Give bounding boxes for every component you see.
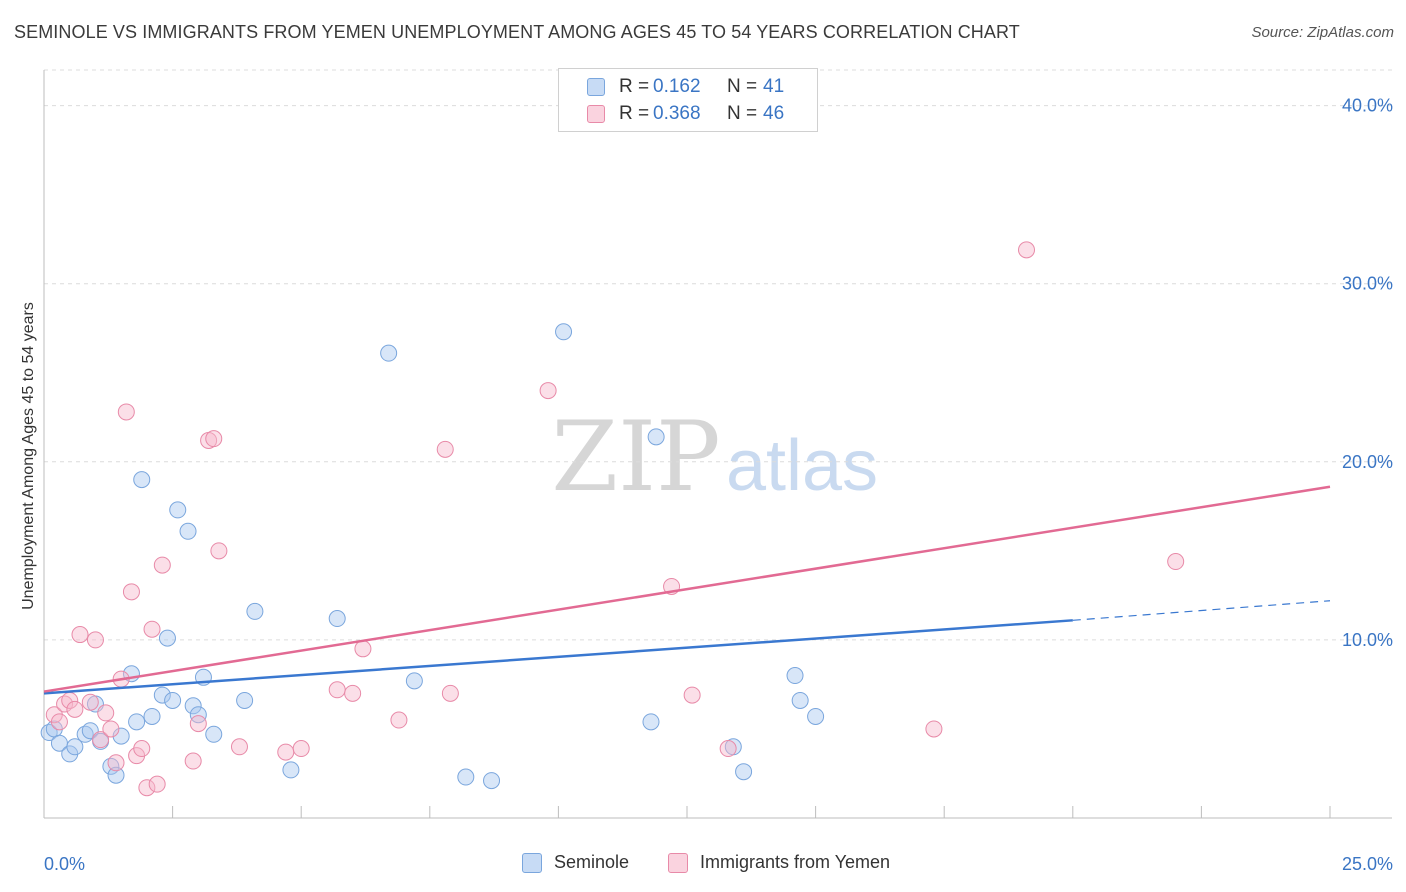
seminole-point bbox=[169, 501, 187, 519]
yemen-point bbox=[539, 382, 557, 400]
yemen-point bbox=[328, 681, 346, 699]
yemen-point bbox=[189, 715, 207, 733]
seminole-point bbox=[184, 697, 202, 715]
yemen-point bbox=[184, 752, 202, 770]
seminole-legend-swatch bbox=[522, 852, 542, 873]
yemen-swatch bbox=[587, 105, 605, 123]
x-tick-label: 25.0% bbox=[1342, 854, 1393, 874]
y-tick-label: 10.0% bbox=[1342, 630, 1393, 650]
seminole-n-value: 41 bbox=[763, 76, 785, 97]
x-tick-label: 0.0% bbox=[44, 854, 85, 874]
seminole-point bbox=[246, 602, 264, 620]
seminole-point bbox=[457, 768, 475, 786]
yemen-point bbox=[86, 631, 104, 649]
yemen-point bbox=[354, 640, 372, 658]
yemen-point bbox=[138, 779, 156, 797]
yemen-point bbox=[97, 704, 115, 722]
watermark-zip: ZIP bbox=[551, 401, 720, 513]
seminole-r-value: 0.162 bbox=[653, 76, 701, 97]
yemen-point bbox=[143, 620, 161, 638]
seminole-point bbox=[143, 707, 161, 725]
yemen-point bbox=[292, 740, 310, 758]
yemen-point bbox=[230, 738, 248, 756]
seminole-point bbox=[786, 667, 804, 685]
seminole-trend-line bbox=[43, 619, 1073, 695]
seminole-legend-label: Seminole bbox=[554, 852, 630, 872]
yemen-point bbox=[205, 430, 223, 448]
bottom-legend-seminole: Seminole bbox=[522, 852, 629, 873]
seminole-point bbox=[179, 522, 197, 540]
yemen-n-value: 46 bbox=[763, 103, 785, 124]
watermark-atlas: atlas bbox=[726, 426, 878, 506]
chart-title: SEMINOLE VS IMMIGRANTS FROM YEMEN UNEMPL… bbox=[14, 22, 1020, 42]
seminole-point bbox=[189, 706, 207, 724]
y-tick-label: 40.0% bbox=[1342, 96, 1393, 116]
yemen-point bbox=[133, 740, 151, 758]
yemen-point bbox=[210, 542, 228, 560]
yemen-point bbox=[148, 775, 166, 793]
yemen-point bbox=[66, 700, 84, 718]
yemen-point bbox=[719, 740, 737, 758]
y-tick-label: 20.0% bbox=[1342, 452, 1393, 472]
yemen-point bbox=[117, 403, 135, 421]
yemen-point bbox=[92, 731, 110, 749]
seminole-point bbox=[380, 344, 398, 362]
yemen-point bbox=[71, 626, 89, 644]
yemen-point bbox=[153, 556, 171, 574]
seminole-point bbox=[735, 763, 753, 781]
yemen-trend-line bbox=[43, 485, 1331, 693]
seminole-point bbox=[66, 738, 84, 756]
yemen-point bbox=[81, 693, 99, 711]
yemen-point bbox=[102, 720, 120, 738]
seminole-point bbox=[153, 686, 171, 704]
yemen-point bbox=[277, 743, 295, 761]
yemen-point bbox=[50, 713, 68, 731]
seminole-point bbox=[205, 725, 223, 743]
yemen-legend-label: Immigrants from Yemen bbox=[700, 852, 891, 872]
yemen-point bbox=[925, 720, 943, 738]
yemen-point bbox=[107, 754, 125, 772]
yemen-point bbox=[344, 684, 362, 702]
yemen-point bbox=[122, 583, 140, 601]
seminole-point bbox=[642, 713, 660, 731]
yemen-point bbox=[390, 711, 408, 729]
seminole-point bbox=[112, 727, 130, 745]
seminole-point bbox=[555, 323, 573, 341]
seminole-point bbox=[483, 772, 501, 790]
yemen-legend-swatch bbox=[668, 852, 688, 873]
seminole-point bbox=[328, 610, 346, 628]
seminole-swatch bbox=[587, 78, 605, 96]
seminole-point bbox=[791, 691, 809, 709]
seminole-point bbox=[107, 766, 125, 784]
yemen-point bbox=[683, 686, 701, 704]
r-label: R = bbox=[619, 76, 650, 97]
n-label: N = bbox=[727, 76, 758, 97]
seminole-point bbox=[128, 713, 146, 731]
seminole-point bbox=[807, 707, 825, 725]
yemen-point bbox=[1167, 553, 1185, 571]
yemen-r-value: 0.368 bbox=[653, 103, 701, 124]
y-tick-label: 30.0% bbox=[1342, 274, 1393, 294]
r-label: R = bbox=[619, 103, 650, 124]
seminole-trend-extension bbox=[1072, 600, 1331, 621]
legend-row-yemen: R = 0.368 N = 46 bbox=[587, 102, 784, 126]
n-label: N = bbox=[727, 103, 758, 124]
seminole-point bbox=[405, 672, 423, 690]
yemen-point bbox=[1018, 241, 1036, 259]
legend-row-seminole: R = 0.162 N = 41 bbox=[587, 75, 784, 99]
yemen-point bbox=[436, 440, 454, 458]
seminole-point bbox=[647, 428, 665, 446]
bottom-legend-yemen: Immigrants from Yemen bbox=[668, 852, 890, 873]
seminole-point bbox=[282, 761, 300, 779]
seminole-point bbox=[236, 691, 254, 709]
seminole-point bbox=[133, 471, 151, 489]
stats-legend: R = 0.162 N = 41 R = 0.368 N = 46 bbox=[558, 68, 818, 132]
seminole-point bbox=[164, 691, 182, 709]
yemen-point bbox=[441, 684, 459, 702]
source-credit: Source: ZipAtlas.com bbox=[1251, 24, 1394, 41]
seminole-point bbox=[158, 629, 176, 647]
